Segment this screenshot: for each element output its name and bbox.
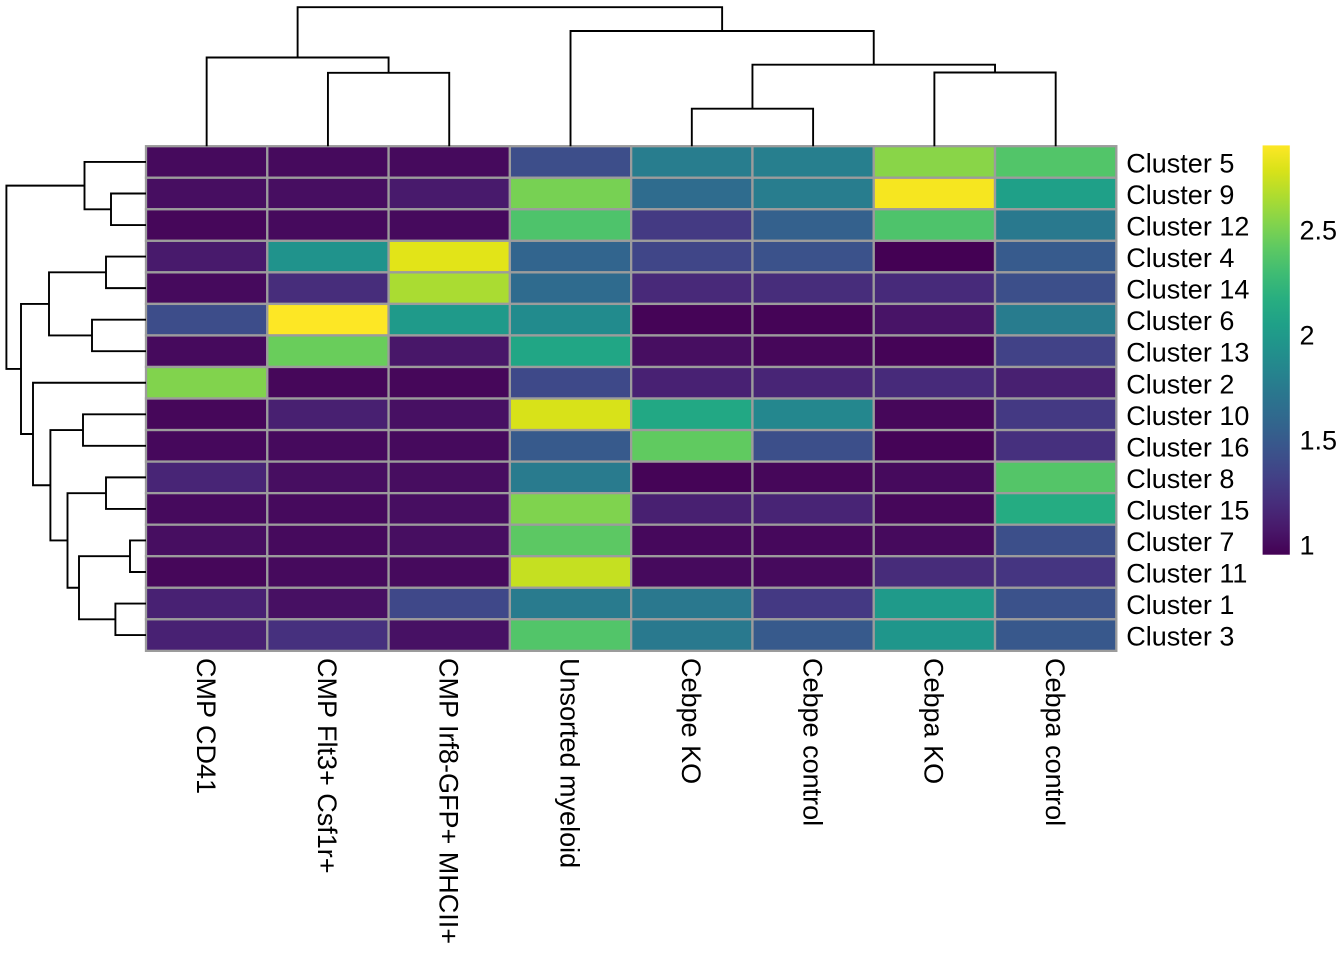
svg-text:Cebpe KO: Cebpe KO (676, 658, 706, 784)
svg-text:Cluster 13: Cluster 13 (1126, 338, 1249, 368)
svg-text:2: 2 (1300, 320, 1315, 350)
svg-text:Cluster 2: Cluster 2 (1126, 369, 1234, 399)
svg-text:Cluster 10: Cluster 10 (1126, 401, 1249, 431)
svg-text:CMP CD41: CMP CD41 (191, 658, 221, 794)
svg-text:Unsorted myeloid: Unsorted myeloid (555, 658, 585, 868)
svg-text:Cluster 12: Cluster 12 (1126, 212, 1249, 242)
svg-text:1.5: 1.5 (1300, 425, 1338, 455)
svg-text:Cluster 4: Cluster 4 (1126, 243, 1234, 273)
svg-text:CMP Flt3+ Csf1r+: CMP Flt3+ Csf1r+ (312, 658, 342, 874)
svg-text:Cluster 6: Cluster 6 (1126, 306, 1234, 336)
svg-text:Cluster 8: Cluster 8 (1126, 464, 1234, 494)
svg-text:Cluster 3: Cluster 3 (1126, 622, 1234, 652)
svg-text:1: 1 (1300, 530, 1315, 560)
svg-text:Cluster 15: Cluster 15 (1126, 495, 1249, 525)
svg-text:Cluster 9: Cluster 9 (1126, 180, 1234, 210)
svg-text:Cebpa KO: Cebpa KO (919, 658, 949, 784)
svg-text:Cebpa control: Cebpa control (1040, 658, 1070, 826)
svg-text:Cluster 1: Cluster 1 (1126, 590, 1234, 620)
svg-text:Cluster 16: Cluster 16 (1126, 432, 1249, 462)
svg-text:Cebpe control: Cebpe control (797, 658, 827, 826)
svg-text:Cluster 14: Cluster 14 (1126, 275, 1249, 305)
svg-text:Cluster 7: Cluster 7 (1126, 527, 1234, 557)
svg-text:Cluster 11: Cluster 11 (1126, 558, 1247, 588)
svg-text:CMP Irf8-GFP+ MHCII+: CMP Irf8-GFP+ MHCII+ (433, 658, 463, 944)
svg-text:2.5: 2.5 (1300, 215, 1338, 245)
svg-text:Cluster 5: Cluster 5 (1126, 148, 1234, 178)
